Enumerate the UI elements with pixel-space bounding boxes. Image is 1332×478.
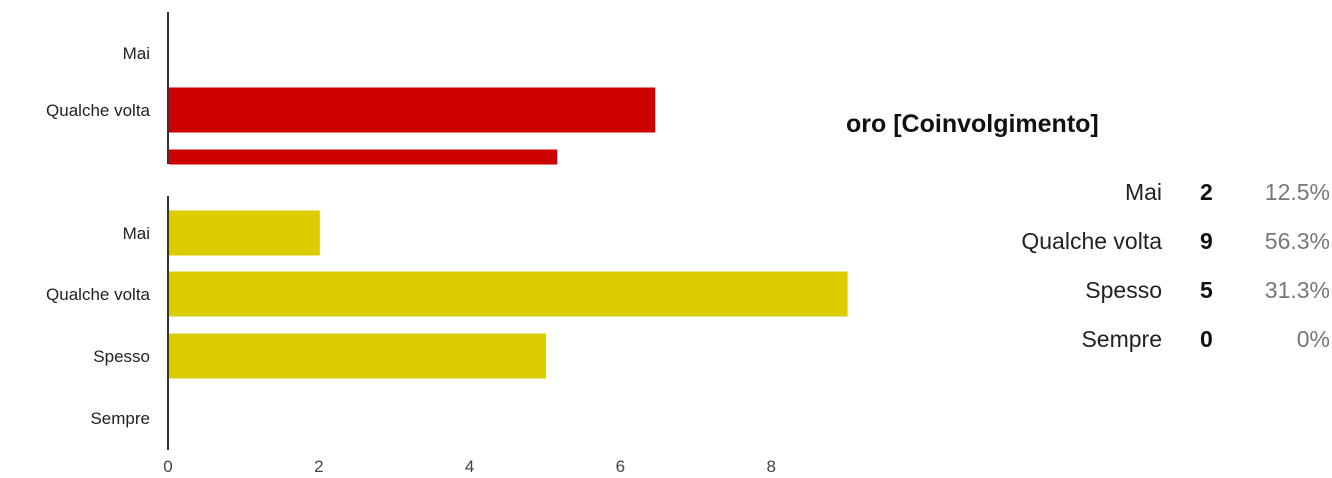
summary-row: Mai 2 12.5% — [1021, 168, 1332, 217]
summary-row-count: 0 — [1200, 326, 1213, 352]
bottom-chart-category-label: Sempre — [90, 409, 150, 428]
summary-row-label: Qualche volta — [1021, 228, 1162, 254]
top-chart-category-label: Mai — [123, 44, 150, 63]
x-tick-label: 4 — [465, 457, 474, 476]
summary-table: Mai 2 12.5% Qualche volta 9 56.3% Spesso… — [1021, 168, 1332, 364]
summary-row-percent: 0% — [1296, 326, 1330, 352]
summary-row: Spesso 5 31.3% — [1021, 266, 1332, 315]
x-tick-label: 6 — [616, 457, 625, 476]
summary-row-label: Spesso — [1085, 277, 1162, 303]
bottom-chart-bar — [169, 271, 848, 317]
bottom-chart-category-label: Spesso — [93, 347, 150, 366]
x-tick-label: 8 — [766, 457, 775, 476]
summary-row-percent: 31.3% — [1264, 277, 1330, 303]
summary-row-label: Sempre — [1081, 326, 1162, 352]
summary-row: Qualche volta 9 56.3% — [1021, 217, 1332, 266]
x-tick-label: 2 — [314, 457, 323, 476]
top-chart-bar — [169, 149, 558, 165]
top-chart-bar — [169, 87, 656, 133]
top-chart-category-label: Qualche volta — [46, 101, 150, 120]
summary-row-label: Mai — [1124, 179, 1162, 205]
summary-row-percent: 12.5% — [1264, 179, 1330, 205]
summary-row-percent: 56.3% — [1264, 228, 1330, 254]
bottom-chart-bar — [169, 333, 546, 379]
bottom-chart-category-label: Qualche volta — [46, 285, 150, 304]
summary-row: Sempre 0 0% — [1021, 315, 1332, 364]
summary-row-count: 5 — [1200, 277, 1213, 303]
summary-row-count: 9 — [1200, 228, 1213, 254]
summary-title: oro [Coinvolgimento] — [846, 110, 1099, 138]
bottom-chart-category-label: Mai — [123, 224, 150, 243]
x-tick-label: 0 — [163, 457, 172, 476]
summary-row-count: 2 — [1200, 179, 1213, 205]
bottom-chart-bar — [169, 210, 320, 256]
